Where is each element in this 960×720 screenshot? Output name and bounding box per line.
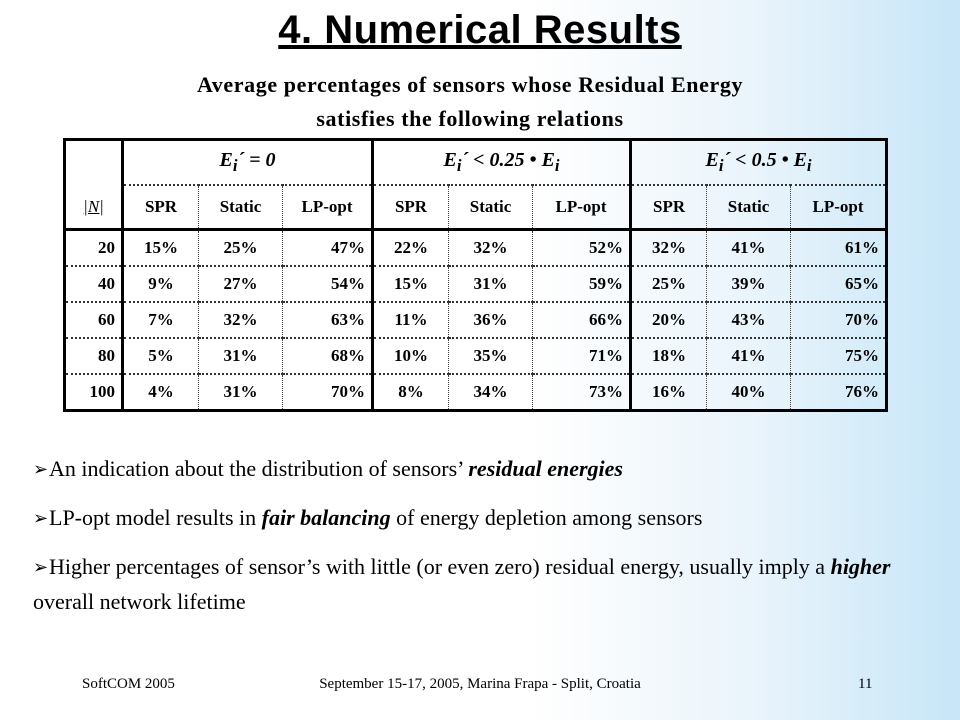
footer-date-location: September 15-17, 2005, Marina Frapa - Sp… xyxy=(319,676,641,692)
table-cell: 32% xyxy=(198,302,283,339)
table-cell: 7% xyxy=(121,302,199,339)
sub-header-spr: SPR xyxy=(121,185,199,230)
table-cell: 35% xyxy=(448,338,533,375)
table-cell: 36% xyxy=(448,302,533,339)
table-cell: 41% xyxy=(706,338,791,375)
table-cell: 52% xyxy=(532,229,631,267)
table-cell: 5% xyxy=(121,338,199,375)
table-cell: 18% xyxy=(629,338,707,375)
group-header-1: Ei´ = 0 xyxy=(120,139,373,186)
table-cell: 47% xyxy=(281,229,373,267)
table-cell: 71% xyxy=(532,338,631,375)
table-cell: 11% xyxy=(371,302,449,339)
arrow-bullet-icon: ➢ xyxy=(33,557,49,578)
table-cell: 43% xyxy=(706,302,791,339)
n-header: |N| xyxy=(83,196,104,216)
cell-n: 100 xyxy=(89,382,116,401)
table-cell: 66% xyxy=(532,302,631,339)
table-cell: 34% xyxy=(448,374,533,411)
bullet-item: ➢Higher percentages of sensor’s with lit… xyxy=(33,550,933,619)
table-cell: 22% xyxy=(371,229,449,267)
table-cell: 41% xyxy=(706,229,791,267)
n-header-spacer xyxy=(65,140,123,186)
table-cell: 10% xyxy=(371,338,449,375)
subtitle-line-1: Average percentages of sensors whose Res… xyxy=(196,72,744,97)
table-row: 60 7% 32% 63% 11% 36% 66% 20% 43% 70% xyxy=(64,302,887,339)
table-cell: 59% xyxy=(532,266,631,303)
table-cell: 15% xyxy=(121,229,199,267)
results-table: Ei´ = 0 Ei´ < 0.25 • Ei Ei´ < 0.5 • Ei |… xyxy=(63,138,889,412)
table-cell: 25% xyxy=(629,266,707,303)
table-cell: 32% xyxy=(629,229,707,267)
table-cell: 31% xyxy=(198,338,283,375)
subtitle-line-2: satisfies the following relations xyxy=(316,106,624,131)
table-cell: 73% xyxy=(532,374,631,411)
table-cell: 15% xyxy=(371,266,449,303)
table-row: 80 5% 31% 68% 10% 35% 71% 18% 41% 75% xyxy=(64,338,887,375)
table-cell: 70% xyxy=(790,302,887,339)
sub-header-static: Static xyxy=(706,185,791,230)
sub-header-row: |N| SPR Static LP-opt SPR Static LP-opt … xyxy=(64,185,887,230)
table-cell: 9% xyxy=(121,266,199,303)
slide-title: 4. Numerical Results xyxy=(278,8,682,52)
cell-n: 40 xyxy=(64,266,123,303)
sub-header-lp-opt: LP-opt xyxy=(532,185,631,230)
table-cell: 32% xyxy=(448,229,533,267)
sub-header-static: Static xyxy=(448,185,533,230)
bullet-item: ➢LP-opt model results in fair balancing … xyxy=(33,501,933,536)
sub-header-static: Static xyxy=(198,185,283,230)
table-cell: 16% xyxy=(629,374,707,411)
arrow-bullet-icon: ➢ xyxy=(33,508,49,529)
table-cell: 75% xyxy=(790,338,887,375)
cell-n: 20 xyxy=(64,229,123,267)
table-cell: 61% xyxy=(790,229,887,267)
table-cell: 4% xyxy=(121,374,199,411)
slide-subtitle: Average percentages of sensors whose Res… xyxy=(0,68,940,136)
group-header-row: Ei´ = 0 Ei´ < 0.25 • Ei Ei´ < 0.5 • Ei xyxy=(65,139,887,186)
table-row: 40 9% 27% 54% 15% 31% 59% 25% 39% 65% xyxy=(64,266,887,303)
sub-header-lp-opt: LP-opt xyxy=(790,185,887,230)
table-row: 100 4% 31% 70% 8% 34% 73% 16% 40% 76% xyxy=(65,374,887,411)
table-cell: 31% xyxy=(198,374,283,411)
table-row: 20 15% 25% 47% 22% 32% 52% 32% 41% 61% xyxy=(64,229,887,267)
table-cell: 68% xyxy=(281,338,373,375)
table-cell: 76% xyxy=(790,374,887,411)
table-cell: 25% xyxy=(198,229,283,267)
group-header-3: Ei´ < 0.5 • Ei xyxy=(629,139,887,186)
table-cell: 8% xyxy=(371,374,449,411)
arrow-bullet-icon: ➢ xyxy=(33,459,49,480)
cell-n: 60 xyxy=(64,302,123,339)
bullet-list: ➢An indication about the distribution of… xyxy=(33,452,933,633)
table-cell: 31% xyxy=(448,266,533,303)
table-cell: 20% xyxy=(629,302,707,339)
group-header-2: Ei´ < 0.25 • Ei xyxy=(371,139,631,186)
table-cell: 27% xyxy=(198,266,283,303)
table-cell: 40% xyxy=(706,374,791,411)
footer-conference: SoftCOM 2005 xyxy=(82,676,175,692)
sub-header-spr: SPR xyxy=(629,185,707,230)
sub-header-spr: SPR xyxy=(371,185,449,230)
table-cell: 39% xyxy=(706,266,791,303)
table-cell: 65% xyxy=(790,266,887,303)
cell-n: 80 xyxy=(64,338,123,375)
sub-header-lp-opt: LP-opt xyxy=(281,185,373,230)
table-cell: 54% xyxy=(281,266,373,303)
table-cell: 70% xyxy=(281,374,373,411)
table-cell: 63% xyxy=(281,302,373,339)
footer-page-number: 11 xyxy=(858,676,873,692)
bullet-item: ➢An indication about the distribution of… xyxy=(33,452,933,487)
